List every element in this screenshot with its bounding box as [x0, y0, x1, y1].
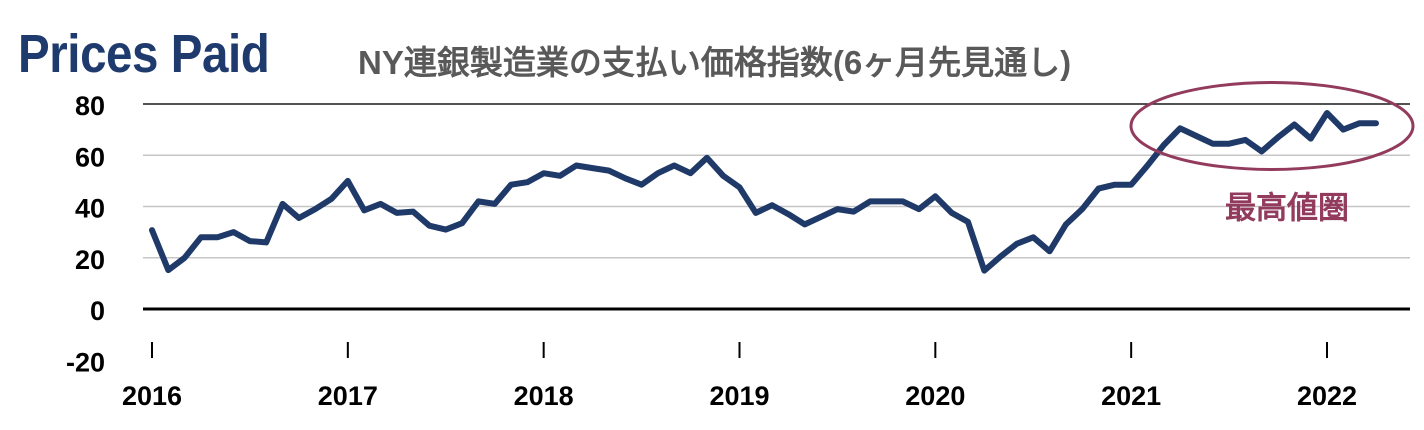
data-point [1014, 241, 1020, 247]
data-point [1128, 182, 1134, 188]
data-point [900, 198, 906, 204]
data-point [231, 229, 237, 235]
data-point [280, 201, 286, 207]
y-axis: 80 60 40 20 0 -20 [66, 91, 105, 377]
data-point [1308, 136, 1314, 142]
data-point [867, 198, 873, 204]
data-point [916, 206, 922, 212]
chart-title: Prices Paid [18, 24, 270, 84]
y-tick-label: 20 [75, 245, 105, 275]
data-point [1210, 141, 1216, 147]
data-point [508, 182, 514, 188]
data-point [704, 155, 710, 161]
series-prices-paid [149, 110, 1379, 274]
data-point [1340, 127, 1346, 133]
y-tick-label: 40 [75, 194, 105, 224]
data-point [312, 206, 318, 212]
series-line [149, 110, 1379, 274]
data-point [541, 170, 547, 176]
data-point [557, 173, 563, 179]
data-point [769, 202, 775, 208]
data-point [949, 210, 955, 216]
data-point [524, 179, 530, 185]
data-point [573, 163, 579, 168]
data-point [296, 215, 302, 221]
data-point [786, 211, 791, 217]
data-point [655, 170, 661, 176]
data-point [165, 267, 171, 273]
data-point [1096, 186, 1101, 192]
x-tick-label: 2019 [709, 381, 769, 411]
highlight-ellipse [1129, 81, 1415, 171]
data-point [606, 168, 612, 174]
data-point [492, 201, 498, 207]
data-point [1324, 110, 1330, 116]
data-point [1177, 125, 1183, 131]
data-point [688, 170, 693, 176]
data-point [851, 209, 857, 215]
data-point [1112, 182, 1118, 188]
data-point [361, 207, 367, 213]
data-point [1275, 134, 1281, 140]
data-point [1161, 142, 1167, 148]
data-point [1259, 148, 1265, 154]
data-point [263, 239, 269, 245]
data-point [149, 227, 155, 233]
data-point [590, 165, 596, 171]
data-point [345, 178, 351, 184]
data-point [378, 201, 383, 207]
y-tick-label: 80 [75, 91, 105, 121]
data-point [1226, 141, 1232, 147]
x-tick-label: 2016 [122, 381, 182, 411]
data-point [818, 214, 824, 220]
x-tick-label: 2022 [1297, 381, 1357, 411]
data-point [1291, 122, 1297, 127]
x-axis: 2016 2017 2018 2019 2020 2021 2022 [122, 342, 1357, 411]
data-point [639, 182, 645, 188]
data-point [802, 221, 808, 227]
data-point [1357, 120, 1363, 126]
data-point [426, 223, 432, 229]
data-point [247, 238, 253, 244]
data-point [1047, 248, 1053, 254]
data-point [1193, 133, 1199, 139]
data-point [932, 193, 938, 199]
data-point [1373, 120, 1379, 126]
data-point [981, 268, 987, 274]
data-point [329, 196, 334, 202]
data-point [394, 210, 400, 216]
data-point [182, 255, 188, 261]
x-tick-label: 2020 [905, 381, 965, 411]
data-point [671, 163, 677, 168]
data-point [965, 219, 971, 225]
data-point [475, 198, 481, 204]
data-point [459, 220, 465, 226]
data-point [1079, 206, 1085, 212]
annotation-label: 最高値圏 [1225, 191, 1349, 226]
data-point [753, 210, 759, 216]
data-point [1242, 137, 1248, 143]
data-point [1063, 221, 1069, 227]
data-point [720, 173, 726, 179]
data-point [410, 209, 416, 215]
x-tick-label: 2017 [318, 381, 378, 411]
y-tick-label: -20 [66, 347, 105, 377]
data-point [1145, 163, 1150, 168]
data-point [622, 175, 628, 181]
chart-subtitle: NY連銀製造業の支払い価格指数(6ヶ月先見通し) [358, 44, 1072, 81]
data-point [737, 184, 742, 190]
x-tick-label: 2018 [514, 381, 574, 411]
x-tick-label: 2021 [1101, 381, 1161, 411]
data-point [214, 234, 220, 240]
data-point [834, 206, 840, 212]
y-tick-label: 60 [75, 142, 105, 172]
data-point [1030, 234, 1036, 240]
y-tick-label: 0 [90, 296, 105, 326]
data-point [883, 198, 889, 204]
data-point [998, 254, 1004, 259]
data-point [198, 234, 204, 240]
data-point [443, 227, 449, 233]
